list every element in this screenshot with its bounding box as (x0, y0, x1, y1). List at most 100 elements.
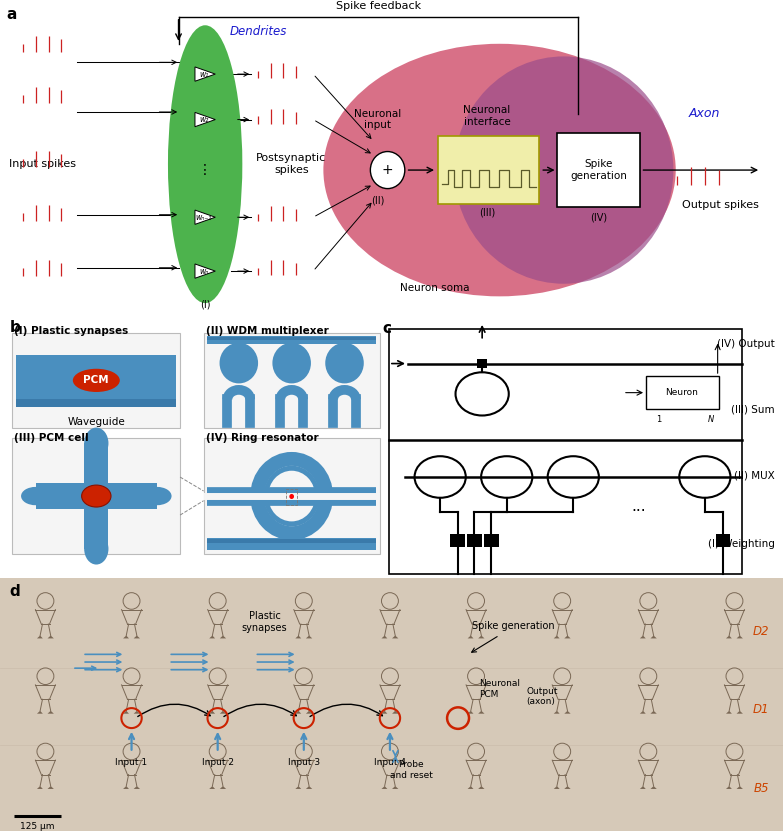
Text: N: N (707, 415, 713, 424)
Polygon shape (195, 210, 215, 224)
Bar (646, 376, 719, 409)
Polygon shape (220, 711, 226, 714)
Polygon shape (123, 711, 129, 714)
Polygon shape (37, 636, 43, 638)
Circle shape (264, 465, 320, 527)
Polygon shape (392, 711, 399, 714)
FancyBboxPatch shape (12, 438, 180, 554)
Polygon shape (392, 786, 399, 789)
Text: Output spikes: Output spikes (682, 200, 759, 210)
FancyBboxPatch shape (207, 336, 376, 345)
Bar (467, 534, 482, 547)
Circle shape (290, 494, 294, 499)
Text: Axon: Axon (689, 107, 720, 120)
Polygon shape (37, 786, 43, 789)
Text: Plastic
synapses: Plastic synapses (242, 612, 287, 633)
Ellipse shape (454, 57, 673, 283)
Text: w₁: w₁ (199, 70, 208, 79)
Text: Spike generation: Spike generation (471, 622, 554, 632)
Polygon shape (565, 786, 571, 789)
Polygon shape (737, 786, 743, 789)
Bar (287, 489, 298, 505)
Text: w₂: w₂ (199, 115, 208, 124)
Polygon shape (220, 636, 226, 638)
FancyBboxPatch shape (204, 438, 380, 554)
FancyBboxPatch shape (85, 443, 108, 548)
Ellipse shape (21, 487, 50, 505)
Text: 125 μm: 125 μm (20, 822, 55, 831)
Text: Input 3: Input 3 (287, 758, 320, 767)
Polygon shape (392, 636, 399, 638)
Polygon shape (48, 636, 54, 638)
Polygon shape (134, 711, 140, 714)
FancyBboxPatch shape (35, 483, 157, 509)
Polygon shape (295, 636, 301, 638)
Bar (484, 534, 499, 547)
Text: λ₂: λ₂ (469, 581, 480, 591)
Polygon shape (381, 636, 388, 638)
Polygon shape (565, 711, 571, 714)
Polygon shape (123, 636, 129, 638)
FancyBboxPatch shape (207, 538, 376, 543)
Text: Neuron: Neuron (666, 388, 698, 397)
Polygon shape (381, 786, 388, 789)
Polygon shape (651, 786, 657, 789)
Polygon shape (48, 711, 54, 714)
Text: Probe
and reset: Probe and reset (390, 760, 432, 779)
Text: B5: B5 (753, 782, 769, 795)
Polygon shape (195, 264, 215, 278)
Text: (III): (III) (479, 207, 495, 217)
Text: (IV): (IV) (590, 212, 607, 222)
Text: λ₃: λ₃ (485, 581, 497, 591)
FancyBboxPatch shape (207, 337, 376, 340)
FancyBboxPatch shape (16, 399, 176, 406)
Text: (IV) Output: (IV) Output (717, 339, 775, 349)
FancyBboxPatch shape (12, 332, 180, 428)
Text: (III) PCM cell: (III) PCM cell (14, 433, 88, 443)
Polygon shape (554, 786, 560, 789)
Text: Neuronal
PCM: Neuronal PCM (479, 680, 520, 699)
Circle shape (370, 151, 405, 189)
Polygon shape (478, 786, 485, 789)
Polygon shape (651, 636, 657, 638)
Polygon shape (37, 711, 43, 714)
Polygon shape (640, 636, 646, 638)
Ellipse shape (323, 44, 676, 297)
Polygon shape (478, 636, 485, 638)
Ellipse shape (168, 25, 243, 303)
FancyBboxPatch shape (438, 136, 539, 204)
Text: Spike feedback: Spike feedback (336, 1, 420, 11)
Text: (I) Plastic synapses: (I) Plastic synapses (14, 327, 128, 337)
Text: 1: 1 (656, 415, 662, 424)
Polygon shape (737, 636, 743, 638)
Text: (II) MUX: (II) MUX (734, 470, 775, 481)
Polygon shape (209, 786, 215, 789)
Text: Dendrites: Dendrites (229, 25, 287, 38)
Polygon shape (467, 636, 474, 638)
Polygon shape (640, 711, 646, 714)
Text: Input spikes: Input spikes (9, 160, 77, 170)
Text: Postsynaptic
spikes: Postsynaptic spikes (256, 154, 327, 175)
Polygon shape (134, 786, 140, 789)
FancyBboxPatch shape (207, 538, 376, 550)
Polygon shape (209, 636, 215, 638)
Polygon shape (467, 786, 474, 789)
Text: wₙ: wₙ (199, 267, 208, 276)
Text: Input 1: Input 1 (115, 758, 148, 767)
Text: ⋮: ⋮ (198, 163, 212, 177)
Polygon shape (381, 711, 388, 714)
Text: (III) Sum: (III) Sum (731, 404, 775, 415)
Polygon shape (306, 711, 312, 714)
Ellipse shape (85, 428, 108, 459)
Polygon shape (726, 786, 732, 789)
FancyBboxPatch shape (204, 332, 380, 428)
Text: wₙ₋₁: wₙ₋₁ (196, 213, 211, 222)
Text: Waveguide: Waveguide (67, 417, 125, 427)
Ellipse shape (81, 485, 111, 507)
Text: λ₁: λ₁ (452, 581, 463, 591)
Polygon shape (220, 786, 226, 789)
Polygon shape (640, 786, 646, 789)
Text: Input 4: Input 4 (374, 758, 406, 767)
Text: Neuronal
interface: Neuronal interface (464, 106, 511, 127)
Text: b: b (10, 320, 20, 335)
